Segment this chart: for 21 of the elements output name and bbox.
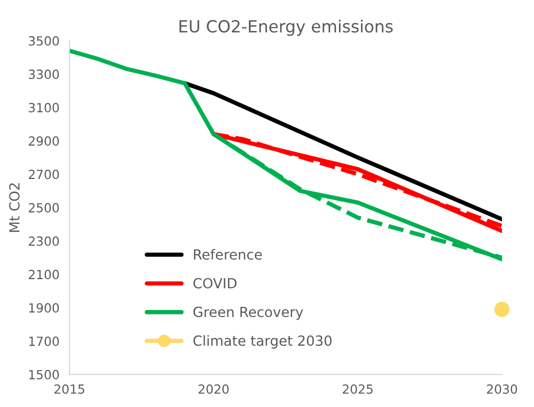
y-tick-label: 3100 (28, 102, 59, 112)
x-tick-label: 2020 (198, 384, 229, 394)
x-tick-label: 2030 (486, 384, 518, 394)
chart-title: EU CO2-Energy emissions (180, 20, 393, 36)
y-tick-label: 2700 (28, 170, 59, 180)
y-tick-label: 1900 (29, 303, 59, 313)
y-tick-label: 1500 (29, 370, 59, 380)
x-tick-label: 2015 (54, 384, 84, 394)
legend-label: COVID (193, 278, 236, 288)
y-tick-label: 2500 (28, 203, 59, 212)
y-axis-title: Mt CO2 (9, 183, 20, 232)
y-tick-label: 3300 (28, 70, 59, 79)
y-tick-label: 2100 (28, 270, 59, 280)
y-tick-label: 2900 (28, 136, 59, 146)
y-tick-label: 3500 (28, 36, 59, 46)
y-tick-label: 1700 (29, 336, 59, 346)
legend-label: Green Recovery (193, 306, 304, 320)
x-tick-label: 2025 (342, 384, 373, 394)
legend-label: Reference (194, 248, 262, 260)
legend-label: Climate target 2030 (193, 335, 332, 349)
y-tick-label: 2300 (28, 236, 59, 246)
